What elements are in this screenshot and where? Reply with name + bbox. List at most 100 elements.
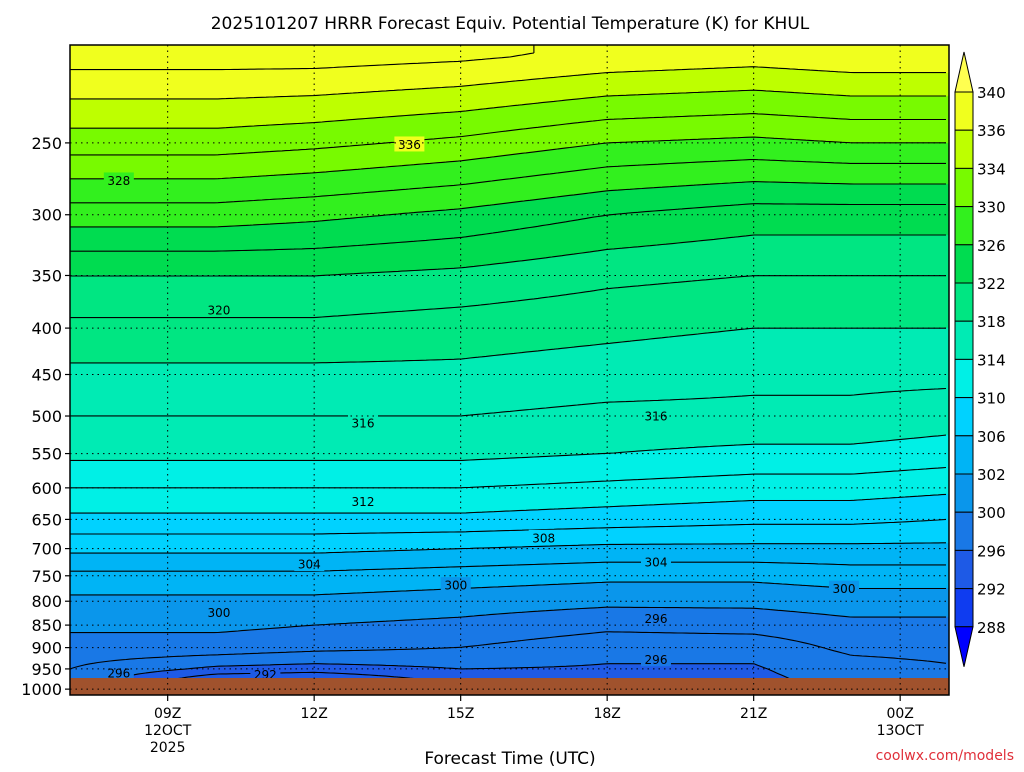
contour-labels: 336 328 320 316 316 312 308 304 304 300 300 300 296 2…: [103, 136, 860, 682]
contour-label-text: 300: [833, 582, 856, 596]
contour-label-336: 336: [394, 136, 425, 152]
colorbar-segment: [954, 167, 974, 208]
x-tick-label: 18Z: [593, 706, 620, 722]
y-tick-label-250: 250: [31, 134, 62, 153]
contour-label-bg: [641, 408, 671, 424]
y-tick-label-650: 650: [31, 510, 62, 529]
surface-band: [70, 678, 949, 695]
contour-label-text: 320: [207, 303, 230, 317]
colorbar-label: 322: [977, 275, 1006, 293]
colorbar-label: 334: [977, 160, 1006, 178]
contour-label-text: 316: [645, 410, 668, 424]
colorbar-segment: [954, 358, 974, 399]
contour-330: [70, 136, 946, 180]
x-tick-label: 15Z: [447, 706, 474, 722]
contour-label-text: 308: [532, 531, 555, 545]
colorbar-label: 296: [977, 542, 1006, 560]
contour-label-316: 316: [641, 408, 671, 424]
contour-label-308: 308: [528, 529, 559, 545]
contour-label-text: 328: [107, 174, 130, 188]
colorbar-segment: [954, 206, 974, 246]
contour-label-328: 328: [103, 172, 134, 188]
contour-label-300: 300: [440, 577, 471, 593]
colorbar-segment: [954, 435, 974, 475]
contour-label-316: 316: [348, 415, 378, 431]
pressure-axis: 250 300 350 400 450 500 550 600 650 700 750 800 850 9…: [21, 134, 70, 699]
colorbar-label: 302: [977, 466, 1006, 484]
contour-label-text: 296: [645, 612, 668, 626]
colorbar-segment: [954, 473, 974, 513]
y-tick-label-300: 300: [31, 206, 62, 225]
contour-label-bg: [103, 172, 134, 188]
contour-label-text: 300: [444, 579, 467, 593]
contour-label-bg: [528, 529, 559, 545]
contour-324: [70, 203, 946, 252]
contour-label-text: 316: [352, 417, 375, 431]
y-tick-label-1000: 1000: [21, 680, 62, 699]
contour-label-bg: [203, 301, 234, 317]
contour-label-bg: [829, 580, 860, 596]
contour-label-text: 304: [298, 558, 321, 572]
x-tick-label: 12Z: [300, 706, 327, 722]
x-tick-label: 09Z: [154, 706, 181, 722]
y-tick-label-600: 600: [31, 479, 62, 498]
colorbar-segment: [954, 320, 974, 360]
contour-label-bg: [348, 415, 378, 431]
colorbar-segment: [954, 282, 974, 322]
colorbar-label: 330: [977, 199, 1006, 217]
theta-e-field: [70, 45, 949, 695]
colorbar-segment: [954, 511, 974, 551]
credit-text: coolwx.com/models: [876, 748, 1014, 764]
y-tick-label-950: 950: [31, 660, 62, 679]
dotted-grid: [70, 45, 949, 695]
colorbar: 340 336 334 330 326 322 318 314 310 306 302 300 296 2…: [954, 51, 1006, 667]
colorbar-label: 310: [977, 390, 1006, 408]
y-tick-label-700: 700: [31, 540, 62, 559]
contour-label-bg: [641, 553, 671, 569]
colorbar-segment: [954, 549, 974, 590]
contour-lines: [69, 45, 947, 694]
contour-label-text: 296: [107, 667, 130, 681]
colorbar-label: 292: [977, 581, 1006, 599]
colorbar-label: 336: [977, 122, 1006, 140]
chart-title: 2025101207 HRRR Forecast Equiv. Potentia…: [211, 14, 810, 34]
contour-label-text: 312: [352, 495, 375, 509]
contour-314: [70, 434, 947, 461]
contour-label-296: 296: [641, 610, 671, 626]
contour-label-text: 304: [645, 555, 668, 569]
x-axis-label: Forecast Time (UTC): [424, 749, 595, 768]
colorbar-segment: [954, 129, 974, 169]
contour-306: [70, 542, 946, 554]
contour-label-bg: [641, 651, 671, 667]
colorbar-label: 326: [977, 237, 1006, 255]
colorbar-label: 288: [977, 619, 1006, 637]
x-tick-label: 00Z: [886, 706, 913, 722]
contour-334: [70, 89, 946, 129]
contour-label-312: 312: [348, 493, 378, 509]
contour-label-text: 300: [207, 606, 230, 620]
contour-318: [70, 327, 946, 364]
contour-label-304: 304: [641, 553, 671, 569]
colorbar-extend-bottom: [954, 626, 974, 667]
colorbar-label: 300: [977, 504, 1006, 522]
y-tick-label-850: 850: [31, 616, 62, 635]
y-tick-label-500: 500: [31, 407, 62, 426]
y-tick-label-800: 800: [31, 592, 62, 611]
contour-304: [70, 561, 946, 572]
x-tick-label: 12OCT: [144, 723, 192, 739]
x-tick-label: 21Z: [740, 706, 767, 722]
contour-label-bg: [641, 610, 671, 626]
contour-308: [70, 518, 947, 535]
contour-label-bg: [348, 493, 378, 509]
contour-338: [70, 45, 535, 71]
y-tick-label-550: 550: [31, 445, 62, 464]
colorbar-segment: [954, 244, 974, 284]
colorbar-label: 314: [977, 351, 1006, 369]
x-tick-label: 2025: [150, 740, 186, 756]
contour-label-304: 304: [294, 556, 325, 572]
colorbar-label: 306: [977, 428, 1006, 446]
colorbar-segment: [954, 397, 974, 437]
